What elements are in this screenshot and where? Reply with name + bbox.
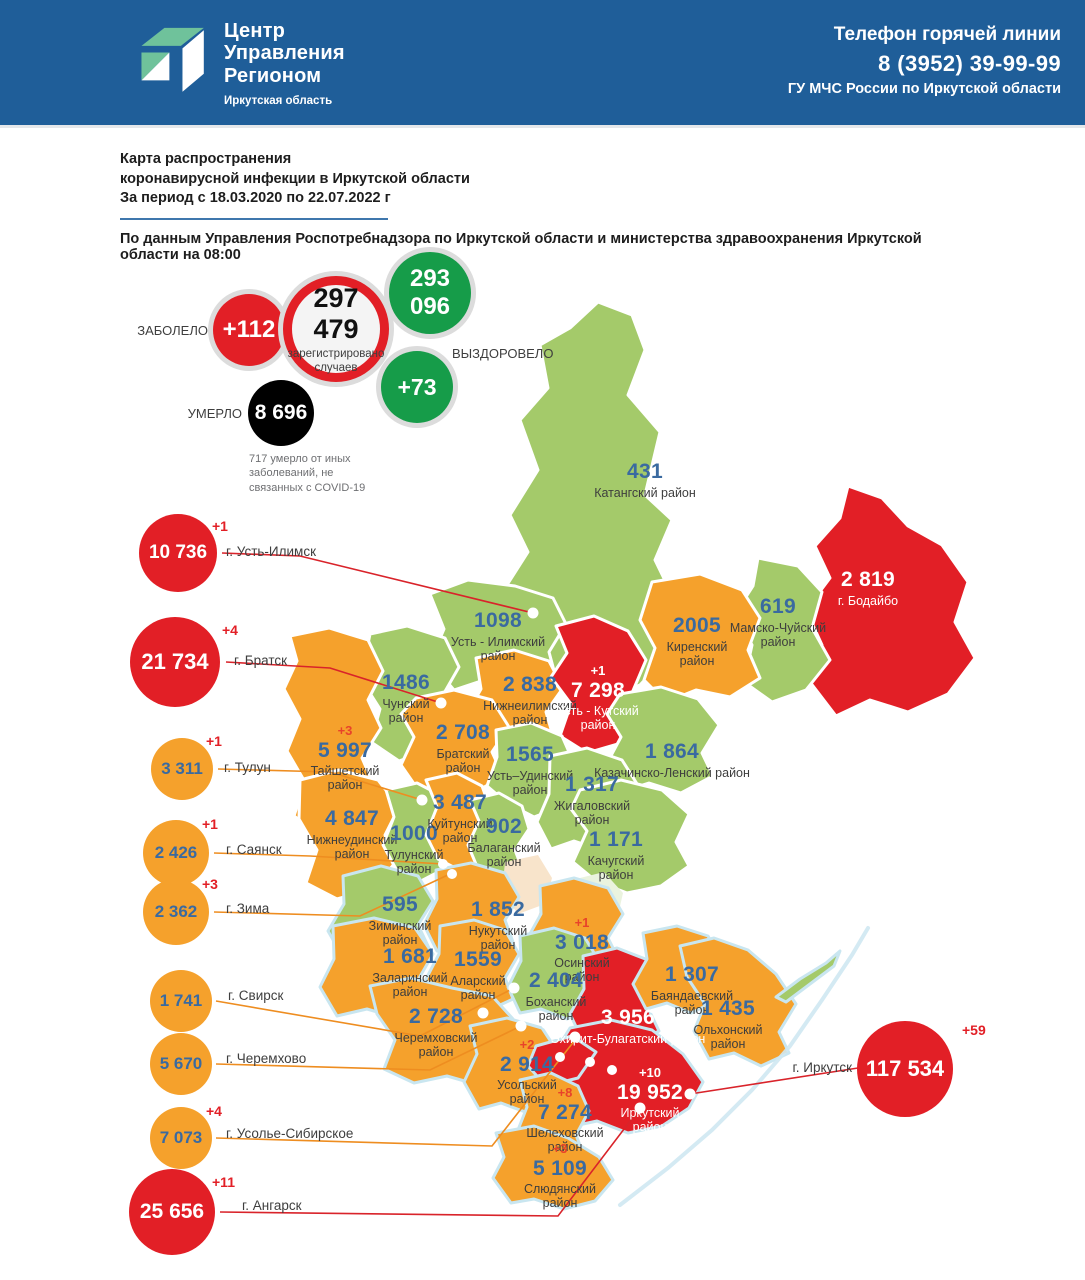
data-source-line: По данным Управления Роспотребнадзора по… [120,230,922,263]
district-shape-kazachinsko-lensky [604,685,721,795]
hotline-phone: 8 (3952) 39-99-99 [878,51,1061,76]
district-shape-bodaybo [804,484,977,718]
city-delta-irkutsk: +59 [962,1022,986,1038]
connector-zima [213,873,451,917]
hotline-title: Телефон горячей линии [833,24,1061,45]
olkhon-island [774,949,842,1004]
city-circle-angarsk: 25 656 [129,1169,215,1255]
died-circle: 8 696 [248,380,314,446]
recovered-value: 293 096 [409,265,451,320]
connector-cheremkhovo [215,1025,522,1071]
city-delta-tulun: +1 [206,733,222,749]
title-block: Карта распространения коронавирусной инф… [120,150,980,263]
org-logo [141,27,204,92]
hotline-org: ГУ МЧС России по Иркутской области [787,81,1061,97]
city-circle-ust-ilimsk: 10 736 [139,514,217,592]
city-delta-ust-ilimsk: +1 [212,518,228,534]
recovered-delta-circle: +73 [381,351,453,423]
city-name-zima: г. Зима [226,901,270,916]
district-shape-kachugsky [569,778,691,895]
registered-circle: 297 479 зарегистрировано случаев [283,276,389,382]
city-delta-sayansk: +1 [202,816,218,832]
connector-ust-ilimsk [221,552,534,614]
lake-baikal-shore [618,926,870,1207]
connector-svirsk [215,987,515,1037]
recovered-circle: 293 096 [389,252,471,334]
city-name-sayansk: г. Саянск [226,842,282,857]
title-line-3: За период с 18.03.2020 по 22.07.2022 г [120,190,391,207]
city-circle-svirsk: 1 741 [150,970,212,1032]
title-line-2: коронавирусной инфекции в Иркутской обла… [120,170,470,187]
city-name-cheremkhovo: г. Черемхово [226,1051,307,1066]
city-circle-zima: 2 362 [143,879,209,945]
recovered-delta-value: +73 [397,373,437,400]
city-delta-bratsk: +4 [222,622,238,638]
town-dots [416,607,696,1114]
recovered-label: ВЫЗДОРОВЕЛО [452,346,554,361]
org-region: Иркутская область [224,95,333,108]
died-label: УМЕРЛО [187,406,242,421]
city-name-usolye-sibirskoe: г. Усолье-Сибирское [226,1126,354,1141]
infected-delta-value: +112 [222,316,276,343]
district-shape-slyudyansky [491,1124,615,1211]
city-name-svirsk: г. Свирск [228,988,284,1003]
org-name: Центр Управления Регионом [224,20,345,87]
city-circle-tulun: 3 311 [151,738,213,800]
city-circle-cheremkhovo: 5 670 [150,1033,212,1095]
connector-sayansk [213,852,444,865]
city-name-angarsk: г. Ангарск [242,1198,302,1213]
title-line-1: Карта распространения [120,151,292,167]
org-block: Центр Управления Регионом Иркутская обла… [224,20,345,107]
city-delta-zima: +3 [202,876,218,892]
city-name-bratsk: г. Братск [234,653,288,668]
connector-tulun [217,768,423,801]
header: Центр Управления Регионом Иркутская обла… [0,0,1085,128]
city-delta-usolye-sibirskoe: +4 [206,1103,222,1119]
connector-bratsk [225,661,442,704]
connector-angarsk [219,1107,641,1217]
connector-usolye [215,1039,576,1147]
died-note: 717 умерло от иных заболеваний, не связа… [249,453,366,494]
district-shape-kirensky [638,572,762,704]
registered-caption: зарегистрировано случаев [287,347,385,374]
city-circle-bratsk: 21 734 [130,617,220,707]
registered-value: 297 479 [313,282,359,344]
died-value: 8 696 [254,401,308,424]
infected-delta-circle: +112 [213,294,285,366]
city-delta-angarsk: +11 [212,1174,235,1190]
title-underline [120,217,388,220]
city-name-ust-ilimsk: г. Усть-Илимск [226,544,316,559]
infected-label: ЗАБОЛЕЛО [137,323,208,338]
district-shape-olkhonsky [678,936,798,1068]
hotline-block: Телефон горячей линии 8 (3952) 39-99-99 … [788,24,1061,97]
city-name-tulun: г. Тулун [224,760,271,775]
city-circle-usolye-sibirskoe: 7 073 [150,1107,212,1169]
city-circle-irkutsk: 117 534 [857,1021,953,1117]
connector-irkutsk [689,1067,859,1095]
city-name-irkutsk: г. Иркутск [792,1060,852,1075]
city-circle-sayansk: 2 426 [143,820,209,886]
